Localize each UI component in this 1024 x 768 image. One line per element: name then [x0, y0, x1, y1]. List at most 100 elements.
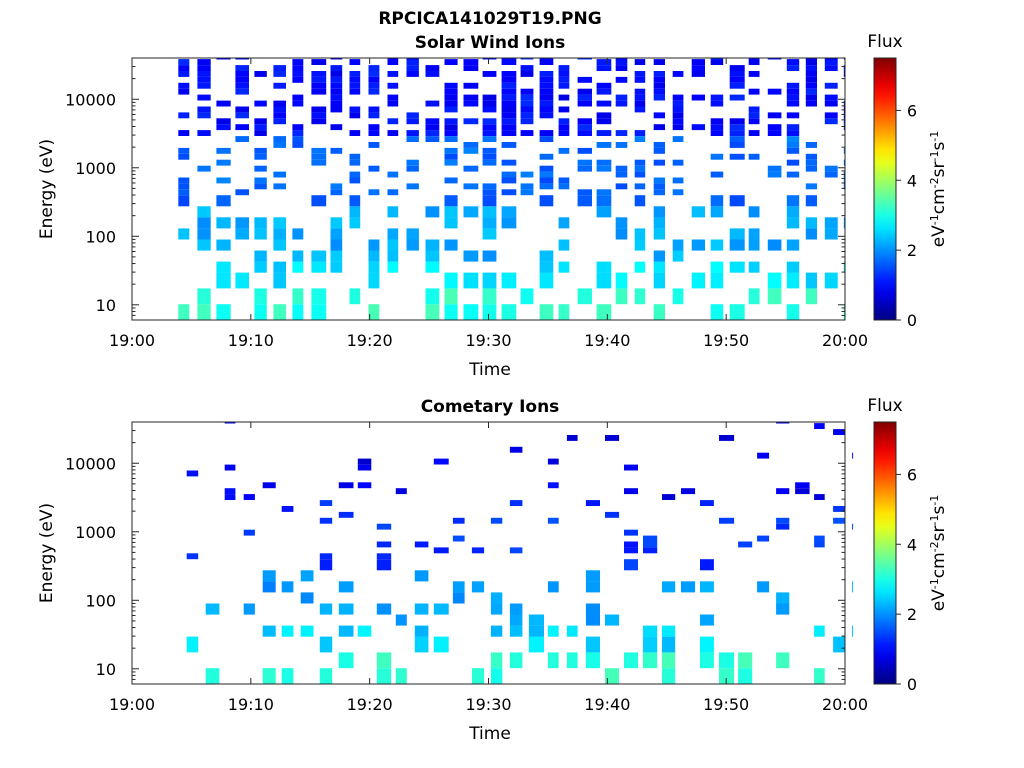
spectrogram-cell — [482, 288, 497, 305]
spectrogram-cell — [786, 261, 800, 273]
colorbar-tick-label: 2 — [907, 241, 917, 260]
spectrogram-cell — [490, 517, 503, 524]
spectrogram-cell — [349, 206, 361, 218]
spectrogram-cell — [387, 94, 399, 101]
spectrogram-cell — [539, 153, 554, 160]
colorbar-title: Flux — [867, 32, 902, 52]
spectrogram-cell — [300, 625, 314, 637]
spectrogram-cell — [729, 195, 745, 207]
spectrogram-cell — [482, 217, 497, 229]
spectrogram-cell — [805, 82, 817, 89]
spectrogram-cell — [710, 94, 724, 101]
spectrogram-cell — [463, 65, 479, 71]
spectrogram-cell — [197, 206, 211, 218]
spectrogram-cell — [235, 88, 249, 95]
spectrogram-cell — [319, 603, 333, 615]
spectrogram-cell — [300, 570, 314, 582]
spectrogram-cell — [729, 142, 745, 148]
spectrogram-cell — [273, 217, 286, 229]
spectrogram-cell — [539, 250, 554, 262]
spectrogram-cell — [387, 59, 399, 65]
spectrogram-cell — [547, 482, 559, 489]
spectrogram-cell — [577, 118, 592, 125]
spectrogram-cell — [814, 494, 825, 500]
spectrogram-cell — [710, 130, 724, 136]
spectrogram-cell — [311, 304, 327, 320]
spectrogram-cell — [349, 217, 361, 229]
y-tick-label: 100 — [85, 591, 116, 610]
spectrogram-cell — [547, 625, 559, 637]
spectrogram-cell — [414, 603, 429, 615]
spectrogram-cell — [368, 130, 380, 136]
spectrogram-cell — [691, 94, 705, 101]
spectrogram-cell — [558, 65, 570, 71]
spectrogram-cell — [471, 668, 485, 684]
spectrogram-cell — [376, 541, 392, 548]
spectrogram-cell — [624, 559, 638, 571]
spectrogram-cell — [662, 668, 676, 684]
colorbar-title: Flux — [867, 396, 902, 416]
spectrogram-cell — [501, 171, 517, 178]
spectrogram-cell — [235, 228, 249, 240]
spectrogram-cell — [528, 636, 544, 653]
spectrogram-cell — [786, 272, 800, 289]
spectrogram-cell — [197, 94, 211, 101]
spectrogram-cell — [767, 124, 782, 131]
spectrogram-cell — [547, 581, 559, 593]
spectrogram-cell — [501, 82, 517, 89]
spectrogram-cell — [786, 59, 800, 65]
spectrogram-cell — [615, 76, 628, 83]
spectrogram-cell — [767, 88, 782, 95]
spectrogram-cell — [805, 65, 817, 71]
spectrogram-cell — [501, 177, 517, 184]
spectrogram-cell — [615, 217, 628, 229]
spectrogram-cell — [615, 171, 628, 178]
spectrogram-cell — [482, 147, 497, 154]
spectrogram-cell — [425, 65, 440, 71]
spectrogram-cell — [786, 195, 800, 207]
spectrogram-cell — [501, 100, 517, 107]
spectrogram-cell — [729, 136, 745, 142]
spectrogram-cell — [691, 272, 705, 289]
spectrogram-cell — [805, 71, 817, 77]
spectrogram-cell — [539, 100, 554, 107]
spectrogram-cell — [710, 171, 724, 178]
spectrogram-cell — [178, 147, 190, 154]
spectrogram-cell — [349, 177, 361, 184]
spectrogram-cell — [605, 435, 620, 441]
spectrogram-cell — [615, 130, 628, 136]
spectrogram-cell — [319, 636, 333, 653]
spectrogram-cell — [319, 500, 333, 506]
spectrogram-cell — [387, 261, 399, 273]
spectrogram-cell — [528, 614, 544, 626]
spectrogram-cell — [178, 228, 190, 240]
spectrogram-cell — [197, 130, 211, 136]
spectrogram-cell — [311, 250, 327, 262]
spectrogram-cell — [216, 217, 231, 229]
colorbar-tick-label: 4 — [907, 535, 917, 554]
spectrogram-cell — [501, 94, 517, 101]
spectrogram-cell — [235, 189, 249, 196]
spectrogram-cell — [615, 94, 628, 101]
spectrogram-cell — [482, 189, 497, 196]
spectrogram-cell — [509, 446, 523, 453]
spectrogram-cell — [368, 261, 380, 273]
spectrogram-cell — [748, 239, 760, 251]
spectrogram-cell — [520, 171, 534, 178]
spectrogram-cell — [463, 304, 479, 320]
spectrogram-cell — [243, 529, 255, 536]
spectrogram-cell — [368, 304, 380, 320]
spectrogram-cell — [729, 76, 745, 83]
x-tick-label: 19:40 — [584, 695, 630, 714]
spectrogram-cell — [558, 177, 570, 184]
spectrogram-cell — [786, 171, 800, 178]
spectrogram-cell — [691, 239, 705, 251]
spectrogram-cell — [843, 147, 845, 154]
spectrogram-cell — [729, 82, 745, 89]
spectrogram-cell — [596, 88, 612, 95]
spectrogram-cell — [452, 592, 465, 604]
spectrogram-cell — [425, 206, 440, 218]
spectrogram-cell — [444, 130, 458, 136]
spectrogram-cell — [452, 517, 465, 524]
spectrogram-cell — [216, 261, 231, 273]
